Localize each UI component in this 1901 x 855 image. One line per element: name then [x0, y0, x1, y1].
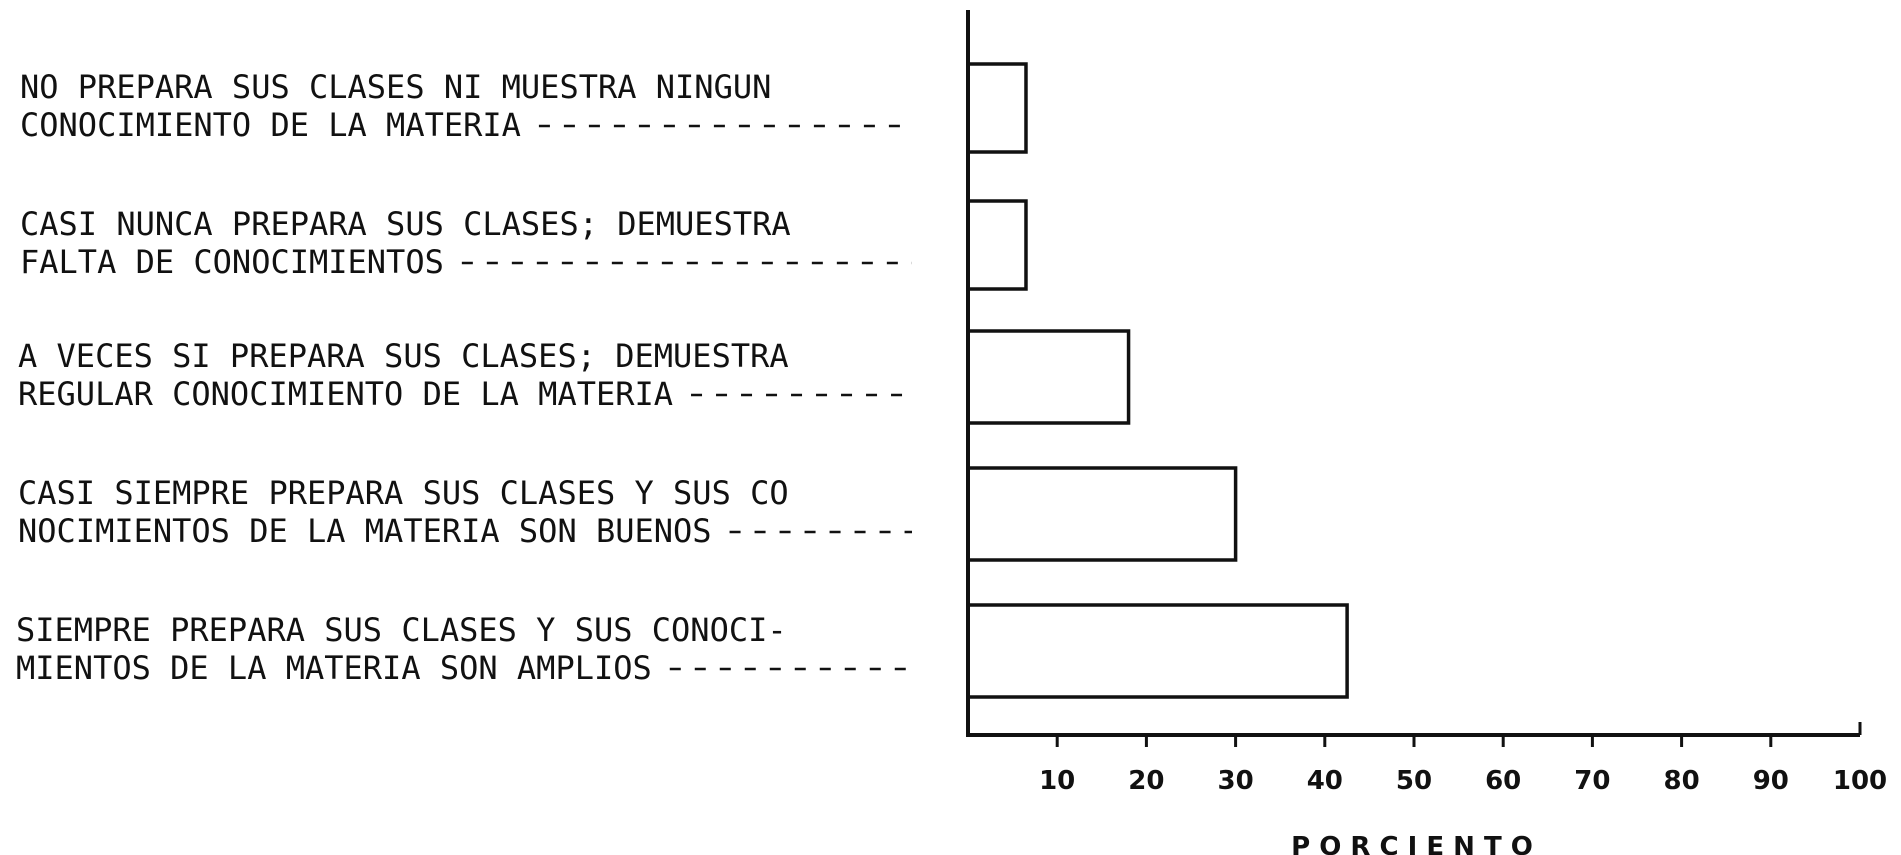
x-tick-label-10: 10	[1039, 766, 1075, 796]
bar-4	[966, 466, 1238, 562]
x-tick-label-100: 100	[1833, 766, 1887, 796]
bar-3	[966, 329, 1131, 425]
category-label-4-line-1: CASI SIEMPRE PREPARA SUS CLASES Y SUS CO	[18, 474, 789, 512]
x-tick-label-20: 20	[1128, 766, 1164, 796]
category-label-2-line-2: FALTA DE CONOCIMIENTOS	[20, 243, 444, 281]
bar-2	[966, 199, 1028, 291]
leader-lines	[461, 124, 912, 671]
x-tick-label-40: 40	[1307, 766, 1343, 796]
x-axis-title: P O R C I E N T O	[1291, 832, 1533, 855]
x-tick-label-60: 60	[1485, 766, 1521, 796]
x-tick-label-50: 50	[1396, 766, 1432, 796]
category-labels: NO PREPARA SUS CLASES NI MUESTRA NINGUNC…	[16, 68, 791, 687]
x-tick-label-70: 70	[1574, 766, 1610, 796]
category-label-5-line-2: MIENTOS DE LA MATERIA SON AMPLIOS	[16, 649, 652, 687]
bar-5	[966, 603, 1349, 699]
x-tick-label-30: 30	[1218, 766, 1254, 796]
category-label-4-line-2: NOCIMIENTOS DE LA MATERIA SON BUENOS	[18, 512, 712, 550]
category-label-3-line-2: REGULAR CONOCIMIENTO DE LA MATERIA	[18, 375, 673, 413]
x-tick-label-90: 90	[1753, 766, 1789, 796]
category-label-2-line-1: CASI NUNCA PREPARA SUS CLASES; DEMUESTRA	[20, 205, 791, 243]
category-label-5-line-1: SIEMPRE PREPARA SUS CLASES Y SUS CONOCI-	[16, 611, 787, 649]
bar-1	[966, 62, 1028, 154]
bars	[966, 62, 1349, 699]
x-tick-label-80: 80	[1664, 766, 1700, 796]
x-axis-ticks: 10 20 30 40 50 60 70 80 90 100	[1039, 722, 1887, 796]
category-label-3-line-1: A VECES SI PREPARA SUS CLASES; DEMUESTRA	[18, 337, 789, 375]
category-label-1-line-2: CONOCIMIENTO DE LA MATERIA	[20, 106, 521, 144]
category-label-1-line-1: NO PREPARA SUS CLASES NI MUESTRA NINGUN	[20, 68, 771, 106]
